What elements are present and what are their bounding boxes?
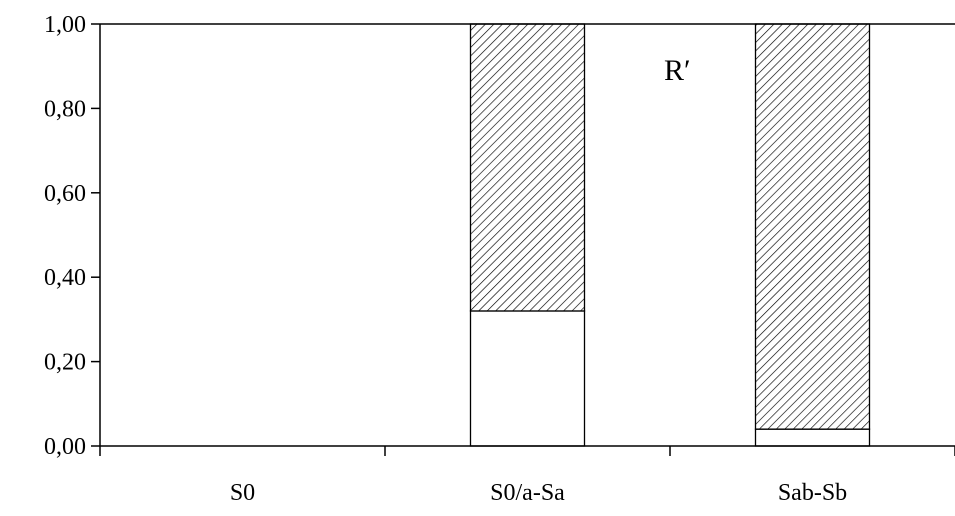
bar-sab-sb-segment-1 — [754, 428, 871, 447]
y-tick-label: 0,40 — [44, 265, 86, 291]
bar-s0-a-sa-segment-1 — [469, 310, 586, 447]
y-tick-label: 0,60 — [44, 181, 86, 207]
x-tick-label: S0/a-Sa — [490, 480, 565, 506]
bar-sab-sb-segment-2 — [754, 23, 871, 430]
bars-layer — [469, 23, 871, 447]
y-tick-label: 0,20 — [44, 350, 86, 376]
y-tick-label: 0,00 — [44, 434, 86, 460]
annotation-label: R′ — [664, 54, 691, 87]
y-tick-label: 0,80 — [44, 96, 86, 122]
x-tick-label: S0 — [230, 480, 255, 506]
y-tick-label: 1,00 — [44, 12, 86, 38]
x-tick-label: Sab-Sb — [778, 480, 847, 506]
axes-layer: S0 S0/a-Sa Sab-Sb 0,00 0,20 0,40 0,60 0,80 1,00 — [44, 12, 955, 506]
bar-s0-a-sa-segment-2 — [469, 23, 586, 312]
